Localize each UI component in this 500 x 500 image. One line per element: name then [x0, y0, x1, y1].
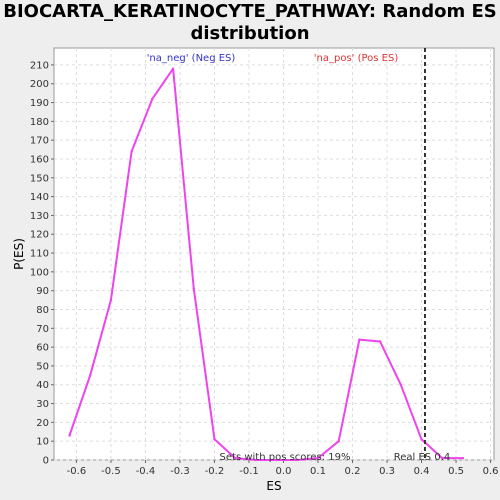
data-point [420, 438, 423, 441]
x-tick-label: 0.5 [448, 466, 464, 477]
x-tick-label: -0.4 [136, 466, 156, 477]
x-tick-label: -0.1 [239, 466, 259, 477]
x-tick-label: 0.4 [414, 466, 430, 477]
y-tick-label: 30 [36, 399, 49, 410]
y-tick-label: 200 [30, 79, 49, 90]
data-point [68, 434, 71, 437]
chart-title-line-1: BIOCARTA_KERATINOCYTE_PATHWAY: Random ES [3, 1, 497, 22]
y-tick-label: 40 [36, 380, 49, 391]
data-point [130, 150, 133, 153]
sets-pos-scores-label: Sets with pos scores: 19% [220, 452, 351, 463]
x-tick-label: 0.2 [345, 466, 361, 477]
axis-ticks: 0 10 20 30 40 50 60 70 80 90 100 110 120 130 140 150 160… [30, 60, 499, 477]
y-tick-label: 170 [30, 136, 49, 147]
x-tick-label: -0.3 [170, 466, 190, 477]
x-tick-label: 0.1 [310, 466, 326, 477]
data-point [358, 338, 361, 341]
data-point [461, 456, 465, 460]
y-tick-label: 0 [43, 456, 49, 467]
y-tick-label: 70 [36, 324, 49, 335]
y-tick-label: 190 [30, 98, 49, 109]
y-tick-label: 210 [30, 60, 49, 71]
y-tick-label: 100 [30, 267, 49, 278]
neg-es-label: 'na_neg' (Neg ES) [147, 53, 236, 64]
x-tick-label: 0.0 [276, 466, 292, 477]
y-tick-label: 60 [36, 343, 49, 354]
data-point [109, 298, 113, 302]
data-point [151, 97, 154, 100]
y-tick-label: 140 [30, 192, 49, 203]
data-point [89, 374, 92, 377]
data-point [233, 456, 237, 460]
data-point [192, 287, 195, 291]
y-tick-label: 80 [36, 305, 49, 316]
plot-area [53, 47, 495, 461]
x-tick-label: -0.6 [67, 466, 87, 477]
x-axis-label: ES [266, 479, 281, 493]
x-tick-label: 0.6 [483, 466, 499, 477]
data-point [441, 456, 444, 460]
y-tick-label: 90 [36, 286, 49, 297]
data-point [254, 458, 258, 462]
x-tick-label: -0.5 [101, 466, 121, 477]
y-axis-label: P(ES) [12, 238, 26, 270]
y-tick-label: 50 [36, 361, 49, 372]
y-tick-label: 20 [36, 418, 49, 429]
y-tick-label: 160 [30, 154, 49, 165]
x-tick-label: -0.2 [205, 466, 225, 477]
real-es-label: Real ES 0.4 [394, 452, 450, 463]
chart-title: BIOCARTA_KERATINOCYTE_PATHWAY: Random ES… [0, 1, 500, 45]
data-point [171, 67, 175, 70]
y-tick-label: 110 [30, 249, 49, 260]
y-tick-label: 130 [30, 211, 49, 222]
y-tick-label: 10 [36, 437, 49, 448]
data-point [378, 340, 382, 343]
x-tick-label: 0.3 [379, 466, 395, 477]
series-line [68, 67, 463, 461]
y-tick-label: 150 [30, 173, 49, 184]
pos-es-label: 'na_pos' (Pos ES) [314, 53, 399, 64]
series-group [68, 67, 465, 462]
data-point [316, 456, 320, 460]
data-point [296, 458, 299, 462]
data-point [213, 438, 216, 441]
y-tick-label: 180 [30, 117, 49, 128]
y-tick-label: 120 [30, 230, 49, 241]
data-point [275, 458, 278, 462]
data-point [399, 383, 403, 386]
annotations: 'na_neg' (Neg ES) 'na_pos' (Pos ES) Sets w… [147, 48, 450, 463]
chart-title-line-2: distribution [190, 23, 310, 44]
data-point [337, 439, 340, 443]
